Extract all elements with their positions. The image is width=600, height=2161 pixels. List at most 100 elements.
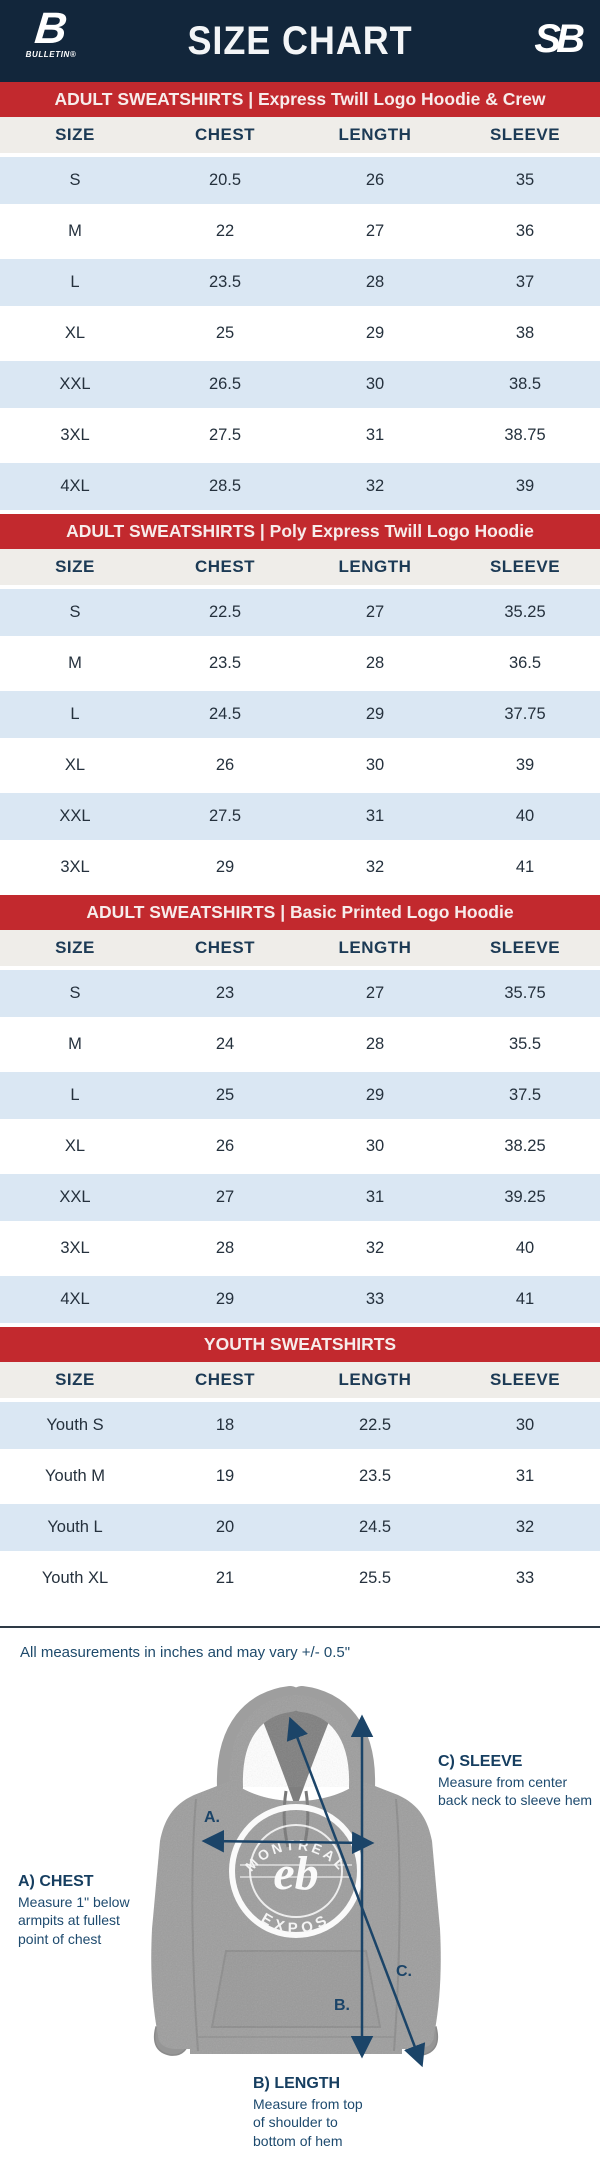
table-row: 3XL 29 32 41 — [0, 842, 600, 895]
section-banner: YOUTH SWEATSHIRTS — [0, 1327, 600, 1362]
measurement-cell: 32 — [300, 461, 450, 514]
measurement-cell: 31 — [450, 1451, 600, 1504]
size-cell: L — [0, 1070, 150, 1123]
measurement-cell: 29 — [300, 1070, 450, 1123]
size-cell: XXL — [0, 1172, 150, 1225]
size-cell: XXL — [0, 359, 150, 412]
measurement-cell: 24.5 — [150, 689, 300, 742]
sleeve-annotation-title: C) SLEEVE — [438, 1753, 523, 1770]
length-annotation: B) LENGTH Measure from top of shoulder t… — [253, 2075, 423, 2150]
size-table: SIZE CHEST LENGTH SLEEVE S 22.5 27 35.25 M 23.5 28… — [0, 549, 600, 895]
measurement-cell: 24 — [150, 1019, 300, 1072]
measurement-diagram: MONTRÉAL EXPOS eb A. B. C. A) CHEST Meas… — [0, 1669, 600, 2161]
measurement-cell: 28.5 — [150, 461, 300, 514]
table-row: Youth S 18 22.5 30 — [0, 1400, 600, 1453]
column-header: SLEEVE — [450, 117, 600, 157]
table-row: S 23 27 35.75 — [0, 968, 600, 1021]
measurement-cell: 32 — [450, 1502, 600, 1555]
size-cell: L — [0, 257, 150, 310]
size-tables: ADULT SWEATSHIRTS | Express Twill Logo H… — [0, 82, 600, 1606]
measurement-cell: 36.5 — [450, 638, 600, 691]
length-annotation-body: Measure from top of shoulder to bottom o… — [253, 2096, 363, 2149]
size-cell: 4XL — [0, 461, 150, 514]
column-header: SIZE — [0, 1362, 150, 1402]
measurement-cell: 39 — [450, 740, 600, 793]
column-header: SIZE — [0, 930, 150, 970]
size-cell: 3XL — [0, 842, 150, 895]
length-annotation-title: B) LENGTH — [253, 2075, 341, 2092]
measurement-cell: 38.25 — [450, 1121, 600, 1174]
measurement-cell: 37.5 — [450, 1070, 600, 1123]
measurement-cell: 27 — [300, 587, 450, 640]
table-row: S 20.5 26 35 — [0, 155, 600, 208]
measurement-cell: 25 — [150, 308, 300, 361]
sleeve-arrow — [286, 1716, 426, 2068]
measurement-cell: 35.75 — [450, 968, 600, 1021]
size-cell: 3XL — [0, 410, 150, 463]
size-cell: XL — [0, 1121, 150, 1174]
measurement-cell: 27 — [300, 206, 450, 259]
sb-logo-icon: SB — [534, 17, 585, 61]
section-banner: ADULT SWEATSHIRTS | Express Twill Logo H… — [0, 82, 600, 117]
measurement-cell: 26.5 — [150, 359, 300, 412]
size-cell: XL — [0, 740, 150, 793]
section-banner: ADULT SWEATSHIRTS | Basic Printed Logo H… — [0, 895, 600, 930]
measurement-cell: 27.5 — [150, 410, 300, 463]
page-title: SIZE CHART — [187, 18, 413, 63]
measurement-cell: 25.5 — [300, 1553, 450, 1606]
measurement-cell: 26 — [150, 1121, 300, 1174]
size-table: SIZE CHEST LENGTH SLEEVE S 23 27 35.75 M 24 28 35.5… — [0, 930, 600, 1327]
column-header: LENGTH — [300, 549, 450, 589]
column-header-row: SIZE CHEST LENGTH SLEEVE — [0, 549, 600, 589]
measurement-arrows — [201, 1714, 426, 2068]
measurement-cell: 30 — [450, 1400, 600, 1453]
table-row: XXL 26.5 30 38.5 — [0, 359, 600, 412]
measurement-cell: 41 — [450, 842, 600, 895]
column-header: CHEST — [150, 549, 300, 589]
column-header: SLEEVE — [450, 930, 600, 970]
size-cell: XL — [0, 308, 150, 361]
measurement-cell: 27 — [300, 968, 450, 1021]
measurement-cell: 20.5 — [150, 155, 300, 208]
measurement-cell: 20 — [150, 1502, 300, 1555]
column-header: SLEEVE — [450, 549, 600, 589]
chest-arrow-label: A. — [204, 1809, 220, 1826]
sleeve-arrow-label: C. — [396, 1963, 412, 1980]
measurement-cell: 23.5 — [300, 1451, 450, 1504]
table-row: L 23.5 28 37 — [0, 257, 600, 310]
column-header-row: SIZE CHEST LENGTH SLEEVE — [0, 930, 600, 970]
table-row: 3XL 28 32 40 — [0, 1223, 600, 1276]
table-row: 4XL 29 33 41 — [0, 1274, 600, 1327]
column-header: CHEST — [150, 930, 300, 970]
column-header: SIZE — [0, 549, 150, 589]
size-cell: Youth L — [0, 1502, 150, 1555]
page-header: B BULLETIN® SIZE CHART SB — [0, 0, 600, 82]
measurement-cell: 32 — [300, 842, 450, 895]
measurement-cell: 27.5 — [150, 791, 300, 844]
column-header: SLEEVE — [450, 1362, 600, 1402]
column-header-row: SIZE CHEST LENGTH SLEEVE — [0, 117, 600, 157]
table-row: 4XL 28.5 32 39 — [0, 461, 600, 514]
measurement-cell: 32 — [300, 1223, 450, 1276]
measurement-cell: 22 — [150, 206, 300, 259]
size-table: SIZE CHEST LENGTH SLEEVE Youth S 18 22.5 30 Yout… — [0, 1362, 600, 1606]
sleeve-annotation: C) SLEEVE Measure from center back neck … — [438, 1753, 598, 1810]
measurement-cell: 35.5 — [450, 1019, 600, 1072]
measurement-note: All measurements in inches and may vary … — [20, 1644, 351, 1661]
measurement-cell: 28 — [150, 1223, 300, 1276]
bulletin-b-icon: B — [32, 4, 70, 53]
length-arrow-label: B. — [334, 1997, 350, 2014]
measurement-cell: 37 — [450, 257, 600, 310]
section-banner: ADULT SWEATSHIRTS | Poly Express Twill L… — [0, 514, 600, 549]
size-cell: L — [0, 689, 150, 742]
size-cell: M — [0, 1019, 150, 1072]
measurement-cell: 22.5 — [150, 587, 300, 640]
size-cell: S — [0, 968, 150, 1021]
measurement-cell: 26 — [150, 740, 300, 793]
measurement-cell: 25 — [150, 1070, 300, 1123]
column-header: LENGTH — [300, 1362, 450, 1402]
table-row: M 22 27 36 — [0, 206, 600, 259]
hoodie-illustration: MONTRÉAL EXPOS eb — [151, 1686, 441, 2068]
size-cell: XXL — [0, 791, 150, 844]
table-end-divider — [0, 1626, 600, 1628]
